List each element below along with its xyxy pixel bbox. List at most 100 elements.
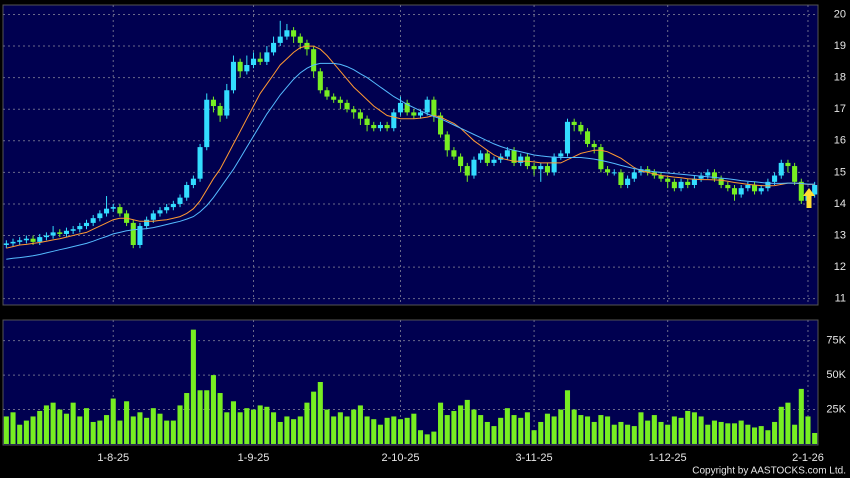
volume-bar (458, 405, 464, 444)
y-tick-label: 18 (834, 72, 846, 84)
volume-bar (230, 401, 237, 444)
candle-body (57, 232, 63, 234)
volume-bar (10, 412, 16, 444)
volume-bar (144, 417, 150, 444)
candle-body (618, 172, 624, 185)
volume-bar (498, 417, 504, 444)
candle-body (63, 230, 70, 234)
volume-bar (431, 431, 437, 444)
candle-body (571, 121, 577, 125)
candle-body (244, 65, 250, 72)
candle-body (117, 207, 123, 214)
y-tick-label: 13 (834, 229, 846, 241)
volume-bar (678, 417, 684, 444)
candle-body (97, 213, 103, 219)
candle-body (665, 178, 671, 182)
volume-bar (271, 412, 277, 444)
volume-bar (23, 420, 29, 444)
volume-bar (291, 419, 297, 444)
candle-body (377, 125, 383, 129)
volume-bar (571, 409, 577, 444)
volume-bar (184, 393, 190, 444)
volume-bar (551, 416, 557, 444)
candle-body (110, 207, 116, 209)
moving-average (6, 45, 815, 249)
candle-body (170, 203, 176, 208)
volume-bar (124, 401, 130, 444)
volume-bar (63, 413, 70, 444)
volume-bar (805, 416, 811, 444)
y-tick-label: 11 (835, 293, 846, 305)
candle-body (765, 181, 771, 189)
candle-body (83, 222, 90, 227)
volume-bar (284, 416, 290, 444)
volume-bar (772, 421, 778, 444)
candle-body (411, 112, 417, 116)
volume-bar (785, 402, 791, 444)
volume-bar (451, 410, 457, 444)
volume-bar (578, 415, 584, 444)
candle-body (23, 238, 29, 241)
candle-body (331, 96, 337, 100)
plot-layer: 11 12 13 14 15 16 17 18 19 20 25K 50K 75K 1-8-25 1-9-2… (3, 5, 847, 464)
signal-arrow (803, 188, 815, 208)
volume-bar (731, 423, 738, 444)
candle-body (785, 162, 791, 167)
volume-bar (645, 420, 651, 444)
volume-bar (518, 417, 524, 444)
volume-bar (471, 409, 477, 444)
volume-bar (631, 426, 637, 444)
volume-bar (264, 406, 270, 444)
volume-bar (484, 421, 490, 444)
candle-body (184, 185, 190, 198)
volume-bar (397, 419, 404, 444)
y-tick-label: 75K (826, 335, 846, 347)
candle-body (478, 153, 484, 160)
volume-bar (638, 412, 644, 444)
candle-body (250, 58, 257, 65)
candle-body (658, 175, 664, 179)
volume-bar (337, 412, 343, 444)
volume-bar (778, 406, 784, 444)
volume-bar (758, 426, 764, 444)
y-tick-label: 17 (834, 103, 846, 115)
volume-bar (658, 421, 664, 444)
volume-bar (404, 417, 410, 444)
candle-body (324, 90, 330, 97)
volume-bar (751, 427, 758, 444)
volume-bar (57, 409, 63, 444)
y-tick-label: 15 (834, 166, 846, 178)
candle-body (584, 131, 591, 144)
candle-body (164, 207, 170, 211)
candle-body (451, 150, 457, 157)
candle-body (150, 213, 156, 220)
candle-body (438, 115, 444, 135)
volume-bar (344, 416, 350, 444)
x-tick-label: 1-12-25 (649, 452, 687, 464)
candle-body (718, 178, 724, 185)
candle-body (625, 178, 631, 185)
volume-bar (598, 415, 604, 444)
volume-bar (130, 416, 136, 444)
volume-bar (217, 393, 223, 444)
candle-body (778, 162, 784, 176)
volume-bar (90, 421, 96, 444)
candle-body (798, 181, 804, 201)
volume-bar (371, 419, 377, 444)
volume-bar (137, 412, 143, 444)
y-tick-label: 20 (834, 8, 846, 20)
candle-body (264, 52, 270, 62)
candle-body (504, 150, 510, 157)
volume-bar (277, 421, 283, 444)
candle-body (564, 121, 571, 154)
volume-bar (37, 410, 43, 444)
volume-bar (665, 424, 671, 444)
candle-body (544, 166, 550, 173)
volume-bar (104, 415, 110, 444)
candle-body (691, 178, 697, 185)
candle-body (698, 175, 704, 179)
candle-body (558, 153, 564, 157)
volume-bar (798, 388, 804, 444)
y-tick-label: 50K (826, 369, 846, 381)
